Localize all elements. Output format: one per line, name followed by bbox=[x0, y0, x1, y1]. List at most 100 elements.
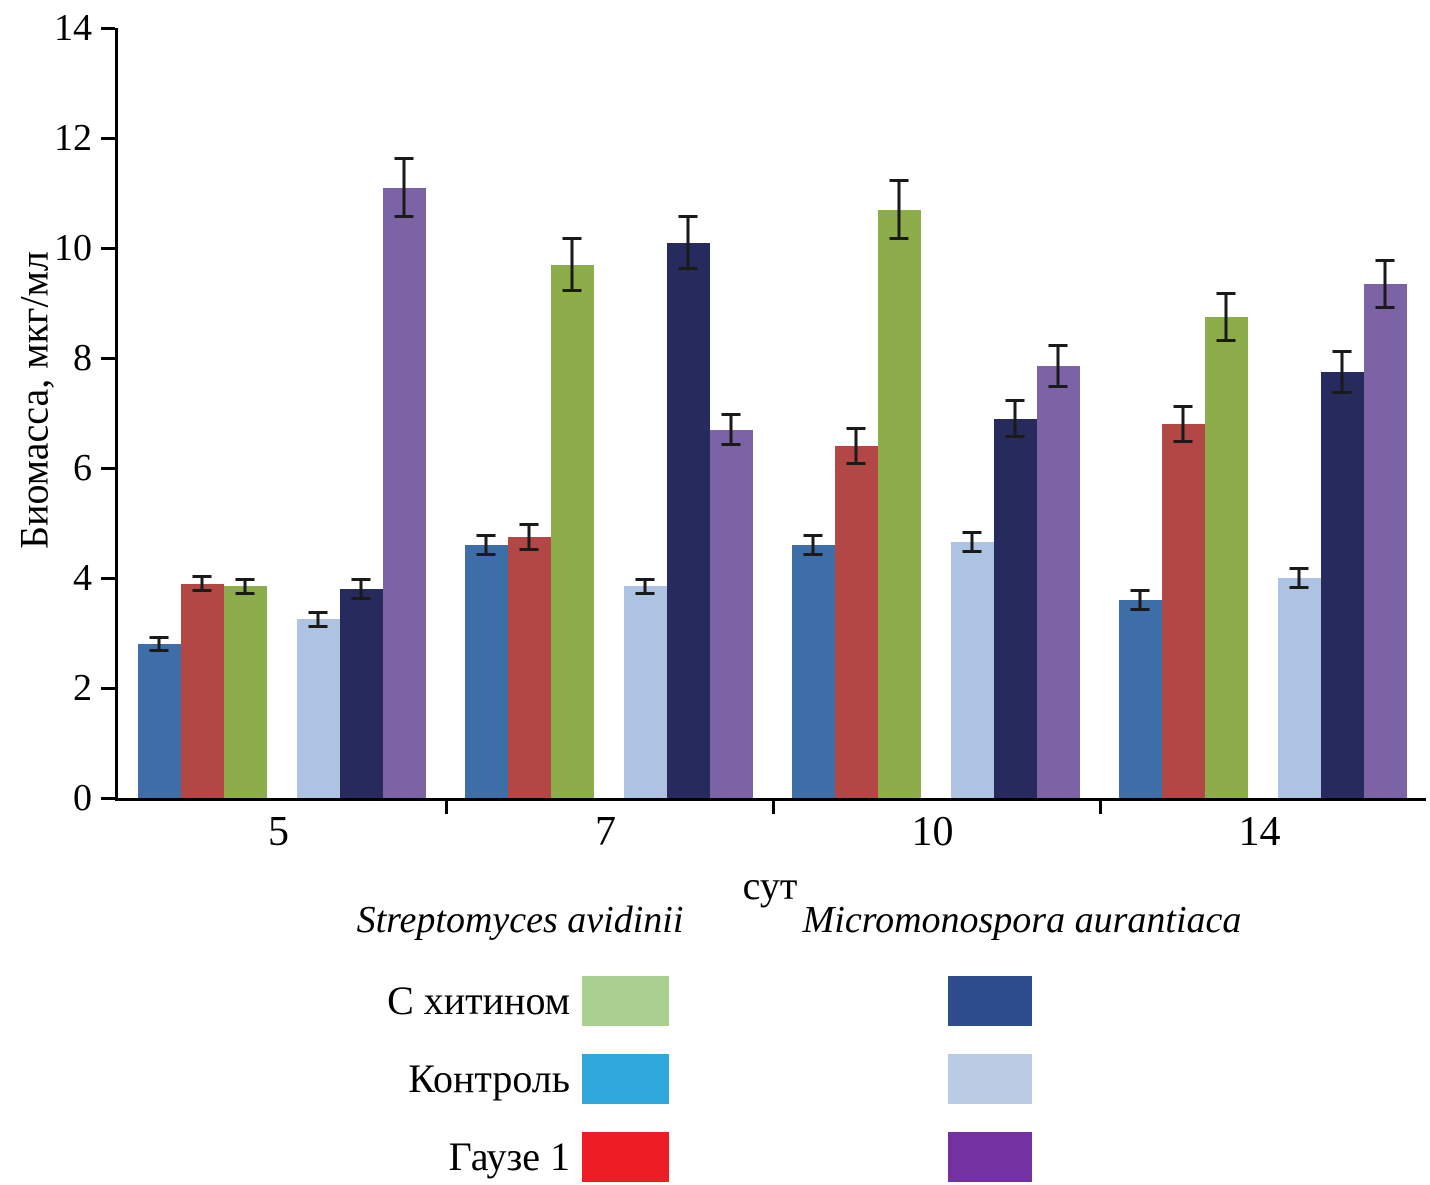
y-tick bbox=[101, 466, 115, 470]
y-axis-title: Биомасса, мкг/мл bbox=[11, 251, 57, 549]
error-bar-stem bbox=[484, 534, 488, 556]
error-bar-cap bbox=[1005, 434, 1025, 438]
bar-group-14 bbox=[1099, 28, 1426, 798]
bar-group-5 bbox=[118, 28, 445, 798]
legend-swatch-strep-gauze bbox=[582, 1132, 669, 1182]
subgroup bbox=[464, 237, 594, 798]
error-bar-cap bbox=[476, 553, 496, 556]
error-bar-stem bbox=[1056, 344, 1060, 389]
y-tick-label: 2 bbox=[73, 667, 92, 709]
legend-swatch-strep-chitin bbox=[582, 976, 669, 1026]
error-bar-cap bbox=[1130, 589, 1150, 592]
error-bar-cap bbox=[1332, 349, 1352, 353]
y-tick-label: 0 bbox=[73, 777, 92, 819]
error-bar-cap bbox=[889, 179, 909, 183]
bar bbox=[993, 399, 1037, 798]
legend-row-gauze: Гаузе 1 bbox=[0, 1131, 1430, 1183]
error-bar-cap bbox=[635, 591, 655, 595]
error-bar-cap bbox=[889, 236, 909, 240]
legend-swatch-micro-gauze bbox=[948, 1132, 1032, 1182]
error-bar-stem bbox=[570, 237, 574, 292]
legend-swatch-micro-chitin bbox=[948, 976, 1032, 1026]
y-tick-label: 6 bbox=[73, 447, 92, 489]
subgroup bbox=[1277, 259, 1407, 798]
y-tick-label: 8 bbox=[73, 337, 92, 379]
bar bbox=[339, 578, 383, 798]
error-bar-cap bbox=[1375, 259, 1395, 262]
error-bar-stem bbox=[1138, 589, 1142, 611]
error-bar-cap bbox=[1216, 338, 1236, 342]
bar bbox=[1320, 349, 1364, 798]
error-bar-cap bbox=[846, 462, 866, 466]
bar bbox=[180, 575, 224, 798]
bar bbox=[709, 413, 753, 798]
error-bar-cap bbox=[308, 624, 328, 628]
error-bar-cap bbox=[1289, 586, 1309, 589]
error-bar-cap bbox=[1216, 292, 1236, 295]
error-bar-cap bbox=[1048, 385, 1068, 389]
error-bar-cap bbox=[1005, 399, 1025, 403]
y-tick bbox=[101, 796, 115, 800]
bar bbox=[1118, 589, 1162, 798]
legend-swatch-micro-control bbox=[948, 1054, 1032, 1104]
error-bar-cap bbox=[562, 237, 582, 240]
error-bar-cap bbox=[1289, 567, 1309, 570]
x-tick-label: 10 bbox=[911, 809, 954, 855]
error-bar-cap bbox=[1173, 440, 1193, 444]
error-bar-stem bbox=[1181, 404, 1185, 444]
bar bbox=[623, 578, 667, 798]
bar bbox=[507, 523, 551, 798]
bar bbox=[791, 534, 835, 798]
error-bar-cap bbox=[394, 214, 414, 218]
error-bar-cap bbox=[803, 534, 823, 537]
y-tick-label: 14 bbox=[54, 7, 92, 49]
error-bar-stem bbox=[1297, 567, 1301, 589]
subgroup bbox=[950, 344, 1080, 798]
error-bar-stem bbox=[854, 426, 858, 466]
legend-label-gauze: Гаузе 1 bbox=[448, 1134, 570, 1179]
error-bar-stem bbox=[811, 534, 815, 556]
error-bar-cap bbox=[846, 426, 866, 430]
error-bar-cap bbox=[962, 531, 982, 535]
error-bar-stem bbox=[643, 578, 647, 595]
subgroup bbox=[137, 575, 267, 798]
x-tick-label: 7 bbox=[595, 809, 616, 855]
error-bar-stem bbox=[527, 523, 531, 551]
y-tick bbox=[101, 136, 115, 140]
error-bar-cap bbox=[149, 649, 169, 653]
x-boundary-tick bbox=[772, 801, 775, 814]
y-tick bbox=[101, 686, 115, 690]
error-bar-stem bbox=[316, 611, 320, 628]
error-bar-cap bbox=[721, 413, 741, 416]
bar bbox=[1036, 344, 1080, 798]
error-bar-stem bbox=[1383, 259, 1387, 309]
bar bbox=[550, 237, 594, 798]
error-bar-stem bbox=[402, 157, 406, 218]
error-bar-stem bbox=[200, 575, 204, 592]
y-tick-label: 12 bbox=[54, 117, 92, 159]
error-bar-stem bbox=[1340, 349, 1344, 394]
x-tick-labels: 5 7 10 14 bbox=[115, 808, 1423, 856]
error-bar-cap bbox=[678, 267, 698, 270]
bar bbox=[1277, 567, 1321, 798]
error-bar-cap bbox=[1173, 404, 1193, 408]
legend-swatch-strep-control bbox=[582, 1054, 669, 1104]
y-tick bbox=[101, 246, 115, 250]
error-bar-stem bbox=[1013, 399, 1017, 438]
bar-group-10 bbox=[772, 28, 1099, 798]
error-bar-cap bbox=[562, 289, 582, 292]
error-bar-cap bbox=[962, 550, 982, 554]
legend-label-chitin: С хитином bbox=[387, 978, 570, 1023]
error-bar-cap bbox=[635, 578, 655, 581]
error-bar-stem bbox=[729, 413, 733, 446]
bar bbox=[296, 611, 340, 798]
error-bar-cap bbox=[308, 611, 328, 614]
bar bbox=[382, 157, 426, 798]
error-bar-cap bbox=[721, 443, 741, 446]
error-bar-cap bbox=[519, 523, 539, 526]
bar-groups bbox=[118, 28, 1426, 798]
x-tick-label: 5 bbox=[268, 809, 289, 855]
error-bar-cap bbox=[476, 534, 496, 537]
error-bar-cap bbox=[192, 588, 212, 592]
